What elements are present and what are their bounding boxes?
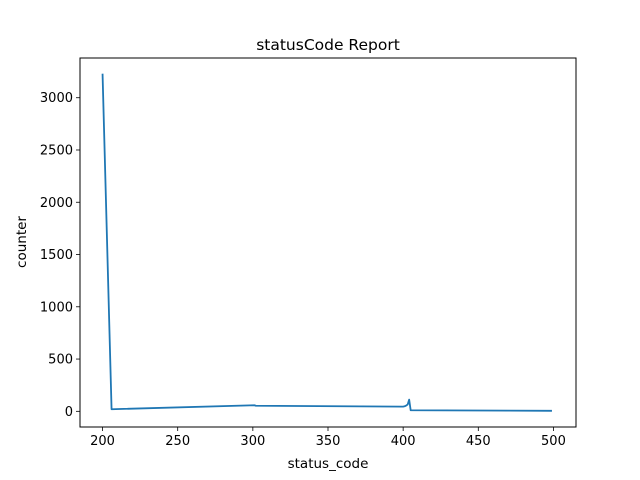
x-tick-label: 200 [90,434,115,449]
chart-title: statusCode Report [256,36,400,54]
x-tick-label: 300 [240,434,265,449]
y-tick-label: 500 [48,353,73,368]
y-tick-label: 1500 [40,248,73,263]
x-tick-label: 450 [466,434,491,449]
x-tick-label: 500 [541,434,566,449]
x-axis-ticks: 200 250 300 350 400 450 500 [90,427,566,449]
y-axis-label: counter [14,216,30,268]
y-tick-label: 0 [65,405,73,420]
x-axis-label: status_code [288,456,369,472]
y-tick-label: 2000 [40,196,73,211]
y-tick-label: 1000 [40,300,73,315]
plot-frame [79,57,577,428]
x-tick-label: 350 [316,434,341,449]
y-axis-ticks: 0 500 1000 1500 2000 2500 3000 [40,91,80,420]
x-tick-label: 400 [391,434,416,449]
y-tick-label: 2500 [40,143,73,158]
plot-area [101,73,552,412]
series-line-0 [101,73,552,412]
y-tick-label: 3000 [40,91,73,106]
x-tick-label: 250 [165,434,190,449]
